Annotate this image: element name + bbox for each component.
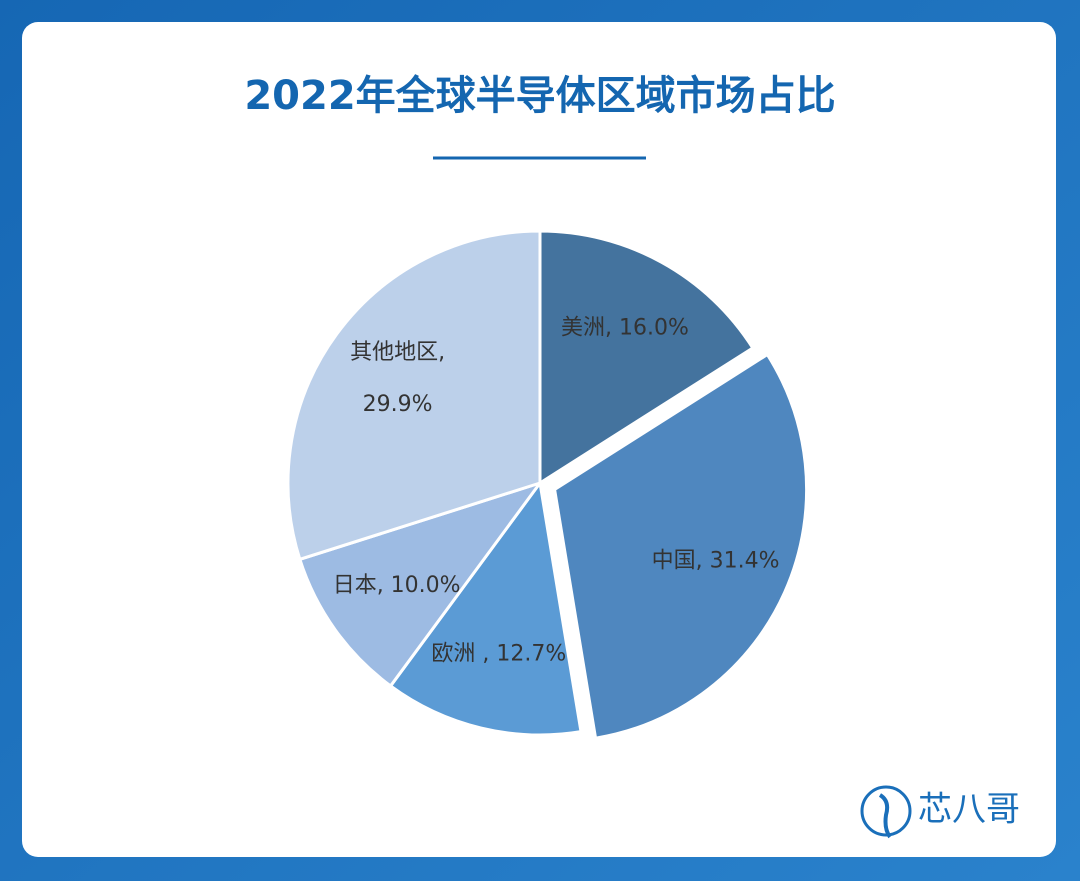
logo-bird [878,793,892,839]
chart-title: 2022年全球半导体区域市场占比 [244,73,835,119]
pie: 美洲, 16.0% 中国, 31.4% 欧洲 , 12.7% 日本, 10.0% 其他地… [286,229,809,740]
data-label: 其他地区, [350,340,445,365]
pie-slice [538,229,755,486]
brand-logo: 芯八哥 [860,785,1020,839]
pie-slice [552,352,809,740]
pie-slice [286,229,542,562]
logo-icon [860,785,912,837]
data-label: 美洲, 16.0% [561,315,689,340]
data-label: 欧洲 , 12.7% [431,642,566,667]
pie-slice [297,480,544,689]
pie-slice [388,479,583,737]
data-label: 中国, 31.4% [652,549,780,574]
brand-name: 芯八哥 [918,790,1020,830]
data-label: 日本, 10.0% [333,573,461,598]
data-label: 29.9% [363,392,433,417]
